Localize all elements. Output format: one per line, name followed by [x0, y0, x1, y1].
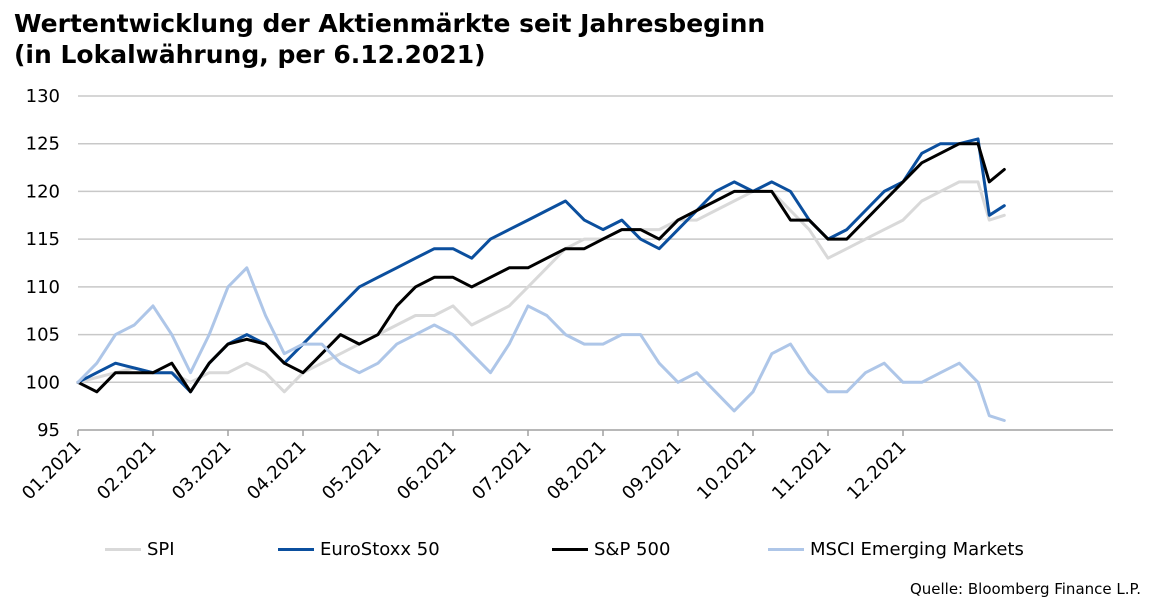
chart-title-line-2: (in Lokalwährung, per 6.12.2021): [14, 40, 486, 69]
legend-label: MSCI Emerging Markets: [810, 538, 1024, 560]
legend: SPI EuroStoxx 50 S&P 500 MSCI Emerging Mark…: [0, 536, 1155, 562]
x-tick-label: 11.2021: [768, 437, 835, 504]
series-line-2: [76, 142, 1006, 394]
y-tick-label: 120: [26, 181, 60, 202]
x-tick-label: 03.2021: [168, 437, 235, 504]
legend-item: S&P 500: [552, 536, 670, 562]
x-tick-label: 06.2021: [393, 437, 460, 504]
source-note: Quelle: Bloomberg Finance L.P.: [909, 580, 1141, 598]
legend-label: SPI: [147, 538, 175, 560]
legend-swatch: [768, 547, 804, 551]
y-tick-label: 105: [26, 325, 60, 346]
x-axis: 01.2021 02.2021 03.2021 04.2021 05.2021 06.20…: [18, 429, 1113, 504]
y-tick-label: 130: [26, 86, 60, 107]
legend-item: MSCI Emerging Markets: [768, 536, 1024, 562]
chart-title-line-1: Wertentwicklung der Aktienmärkte seit Ja…: [14, 9, 766, 38]
series-line-3: [76, 266, 1006, 422]
legend-swatch: [552, 547, 588, 551]
x-tick-label: 04.2021: [243, 437, 310, 504]
x-tick-label: 02.2021: [93, 437, 160, 504]
x-tick-label: 05.2021: [318, 437, 385, 504]
legend-label: EuroStoxx 50: [320, 538, 440, 560]
series-line-1: [76, 137, 1006, 394]
y-tick-label: 95: [37, 420, 60, 441]
legend-item: EuroStoxx 50: [278, 536, 440, 562]
series-lines: [76, 137, 1006, 422]
x-tick-label: 12.2021: [843, 437, 910, 504]
series-line-0: [76, 180, 1006, 394]
chart-title: Wertentwicklung der Aktienmärkte seit Ja…: [14, 8, 765, 70]
legend-label: S&P 500: [594, 538, 671, 560]
y-tick-label: 100: [26, 372, 60, 393]
x-tick-label: 01.2021: [18, 437, 85, 504]
y-tick-label: 110: [26, 277, 60, 298]
x-tick-label: 08.2021: [543, 437, 610, 504]
x-tick-label: 10.2021: [693, 437, 760, 504]
x-tick-label: 09.2021: [618, 437, 685, 504]
legend-item: SPI: [105, 536, 175, 562]
x-tick-label: 07.2021: [468, 437, 535, 504]
y-tick-label: 125: [26, 134, 60, 155]
legend-swatch: [105, 547, 141, 551]
legend-swatch: [278, 547, 314, 551]
y-tick-label: 115: [26, 229, 60, 250]
y-axis-ticks: 95 100 105 110 115 120 125 130: [26, 86, 60, 441]
